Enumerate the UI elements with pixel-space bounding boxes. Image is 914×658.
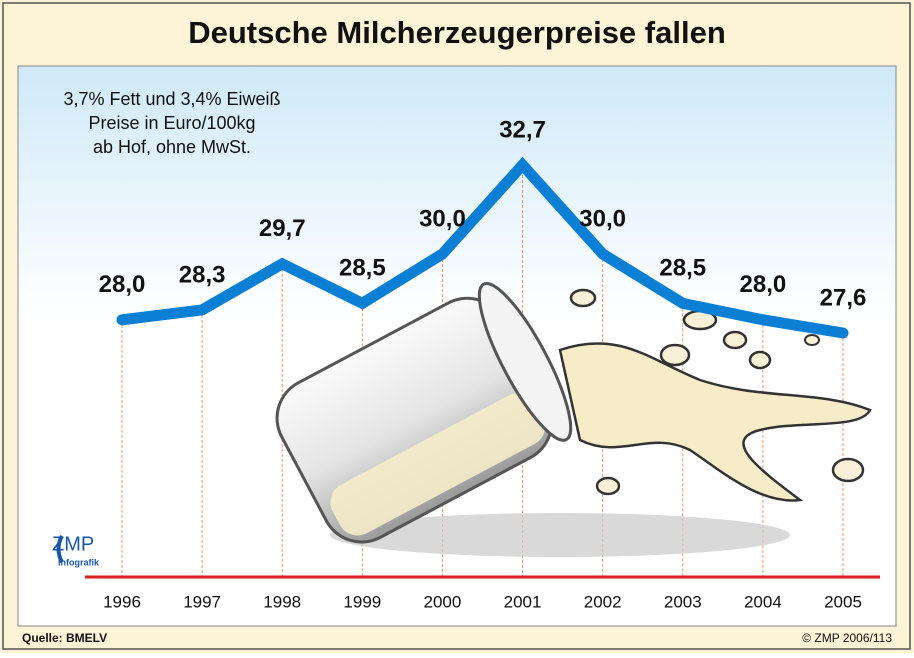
logo-sub: Infografik [58, 557, 100, 567]
value-label: 27,6 [820, 284, 867, 311]
x-tick-label: 2002 [584, 592, 622, 611]
value-label: 28,3 [179, 261, 226, 288]
x-tick-label: 1996 [103, 592, 141, 611]
x-tick-label: 2004 [744, 592, 782, 611]
subtitle: ab Hof, ohne MwSt. [93, 137, 251, 157]
value-label: 32,7 [499, 116, 546, 143]
x-tick-label: 1999 [343, 592, 381, 611]
chart-title: Deutsche Milcherzeugerpreise fallen [188, 15, 726, 50]
value-label: 30,0 [419, 205, 466, 232]
x-tick-label: 1997 [183, 592, 221, 611]
value-label: 28,5 [339, 255, 386, 282]
value-label: 28,5 [659, 255, 706, 282]
logo: ZMP [52, 533, 94, 555]
x-tick-label: 2000 [424, 592, 462, 611]
x-tick-label: 2001 [504, 592, 542, 611]
value-label: 30,0 [579, 205, 626, 232]
subtitle: 3,7% Fett und 3,4% Eiweiß [63, 89, 280, 109]
value-label: 28,0 [740, 271, 787, 298]
x-tick-label: 2003 [664, 592, 702, 611]
x-tick-label: 2005 [824, 592, 862, 611]
chart: Deutsche Milcherzeugerpreise fallen 3,7%… [0, 0, 914, 653]
value-label: 28,0 [99, 271, 146, 298]
value-label: 29,7 [259, 215, 306, 242]
copyright: © ZMP 2006/113 [802, 631, 892, 645]
x-tick-label: 1998 [263, 592, 301, 611]
subtitle: Preise in Euro/100kg [88, 113, 255, 133]
source: Quelle: BMELV [22, 631, 107, 645]
